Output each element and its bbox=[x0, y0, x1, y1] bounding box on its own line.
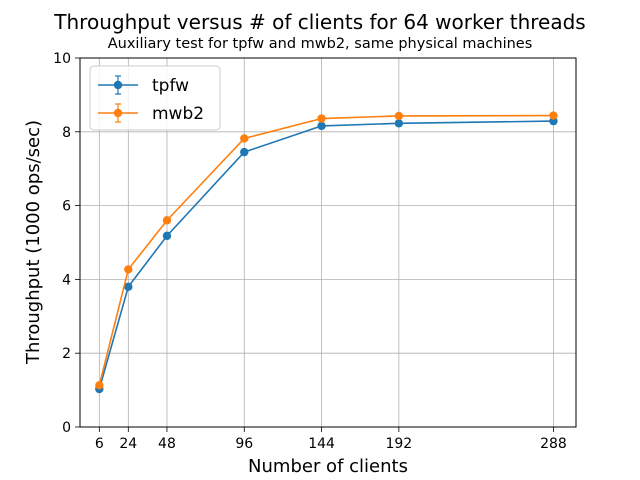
legend-marker bbox=[113, 80, 123, 90]
y-tick-label: 6 bbox=[62, 199, 71, 215]
data-point bbox=[162, 231, 172, 241]
data-point bbox=[162, 216, 172, 225]
chart-title: Throughput versus # of clients for 64 wo… bbox=[53, 10, 585, 34]
data-point bbox=[394, 119, 404, 128]
series-layer bbox=[95, 111, 558, 394]
x-tick-label: 192 bbox=[385, 436, 412, 452]
y-tick-label: 2 bbox=[62, 346, 71, 362]
series-line bbox=[98, 120, 554, 390]
y-tick-label: 10 bbox=[53, 51, 71, 67]
x-axis: 6 24 48 96 144 192 288 bbox=[95, 427, 567, 452]
data-point bbox=[317, 114, 326, 123]
legend-item-mwb2: mwb2 bbox=[98, 103, 204, 124]
data-point bbox=[549, 111, 558, 120]
legend-item-tpfw: tpfw bbox=[98, 75, 189, 96]
series-line bbox=[98, 114, 554, 386]
legend-marker bbox=[113, 108, 123, 118]
legend-box bbox=[89, 65, 221, 131]
y-axis-label: Throughput (1000 ops/sec) bbox=[23, 120, 44, 365]
legend-label: tpfw bbox=[152, 76, 189, 96]
x-tick-label: 96 bbox=[235, 436, 253, 452]
series-tpfw bbox=[95, 116, 558, 394]
y-tick-label: 0 bbox=[62, 420, 71, 436]
data-point bbox=[95, 381, 104, 390]
series-mwb2 bbox=[95, 111, 558, 390]
y-tick-label: 4 bbox=[62, 272, 71, 288]
data-point bbox=[124, 265, 133, 274]
y-tick-label: 8 bbox=[62, 125, 71, 141]
data-point bbox=[240, 134, 249, 143]
y-axis: 0 2 4 6 8 10 bbox=[53, 51, 80, 436]
data-point bbox=[240, 147, 249, 157]
x-axis-label: Number of clients bbox=[248, 456, 408, 477]
data-point bbox=[394, 111, 404, 121]
x-tick-label: 48 bbox=[158, 436, 176, 452]
x-tick-label: 24 bbox=[119, 436, 137, 452]
data-point bbox=[317, 121, 326, 131]
legend-label: mwb2 bbox=[152, 104, 204, 124]
legend: tpfw mwb2 bbox=[89, 65, 221, 131]
x-tick-label: 288 bbox=[540, 436, 567, 452]
chart-subtitle: Auxiliary test for tpfw and mwb2, same p… bbox=[108, 36, 533, 52]
data-point bbox=[124, 282, 133, 291]
x-tick-label: 144 bbox=[308, 436, 335, 452]
plot-frame bbox=[79, 57, 577, 428]
x-tick-label: 6 bbox=[95, 436, 104, 452]
